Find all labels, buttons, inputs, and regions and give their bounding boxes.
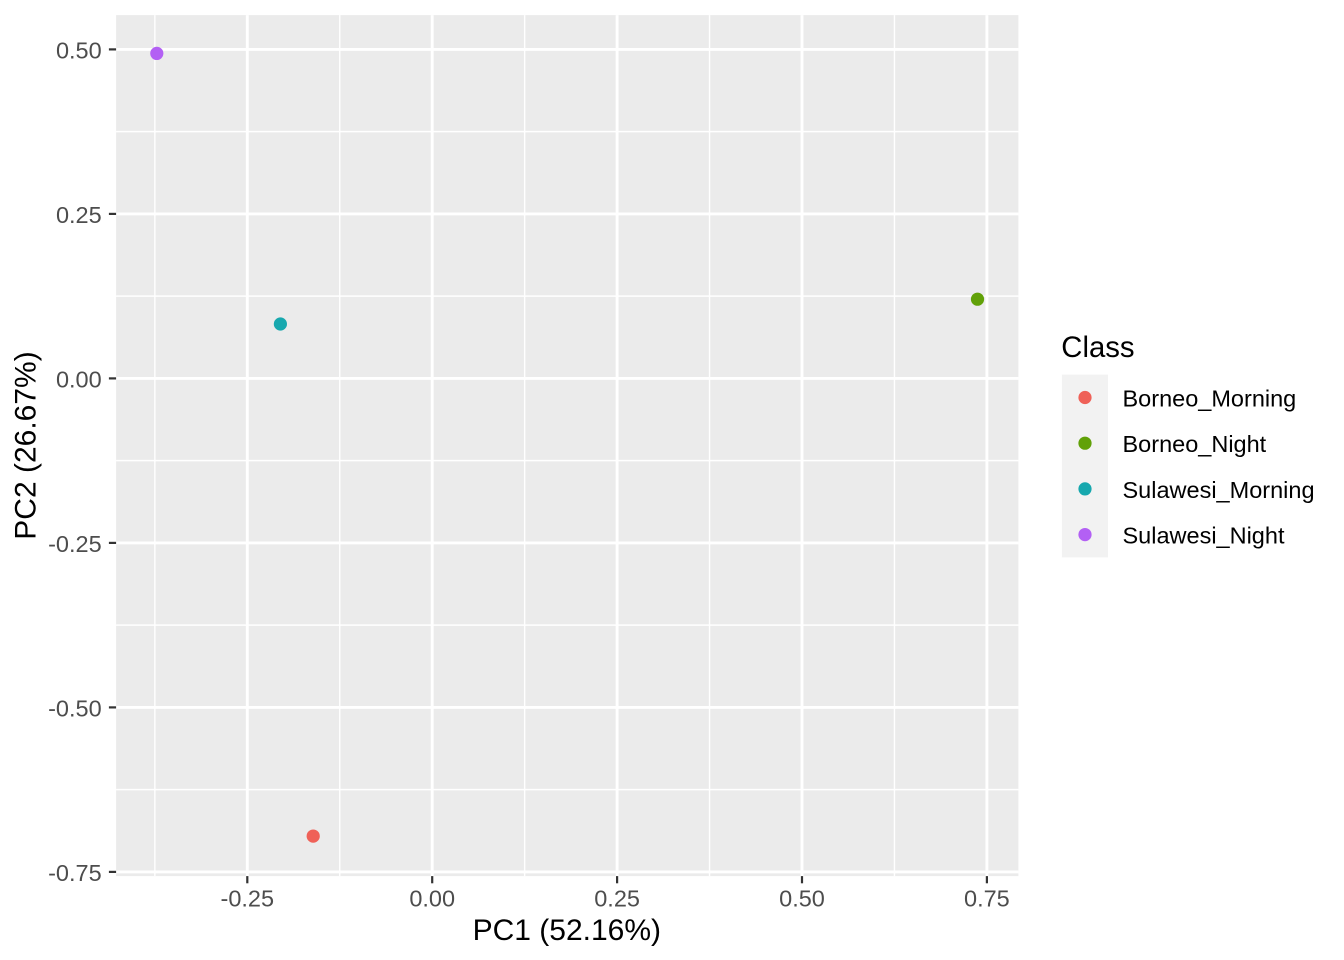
svg-text:PC2 (26.67%): PC2 (26.67%)	[10, 351, 43, 539]
svg-text:-0.75: -0.75	[48, 860, 102, 886]
svg-text:-0.25: -0.25	[221, 886, 275, 912]
svg-text:0.25: 0.25	[56, 202, 102, 228]
svg-text:Borneo_Morning: Borneo_Morning	[1123, 385, 1297, 411]
svg-text:0.50: 0.50	[779, 886, 825, 912]
svg-text:0.50: 0.50	[56, 37, 102, 63]
svg-text:Sulawesi_Night: Sulawesi_Night	[1123, 523, 1285, 549]
svg-text:PC1 (52.16%): PC1 (52.16%)	[473, 914, 661, 947]
svg-text:Class: Class	[1061, 331, 1134, 364]
svg-text:Sulawesi_Morning: Sulawesi_Morning	[1123, 477, 1315, 503]
svg-text:0.25: 0.25	[594, 886, 640, 912]
svg-text:0.00: 0.00	[56, 366, 102, 392]
svg-text:-0.25: -0.25	[48, 531, 102, 557]
svg-text:Borneo_Night: Borneo_Night	[1123, 431, 1267, 457]
svg-text:0.00: 0.00	[409, 886, 455, 912]
svg-text:0.75: 0.75	[964, 886, 1010, 912]
svg-text:-0.50: -0.50	[48, 695, 102, 721]
